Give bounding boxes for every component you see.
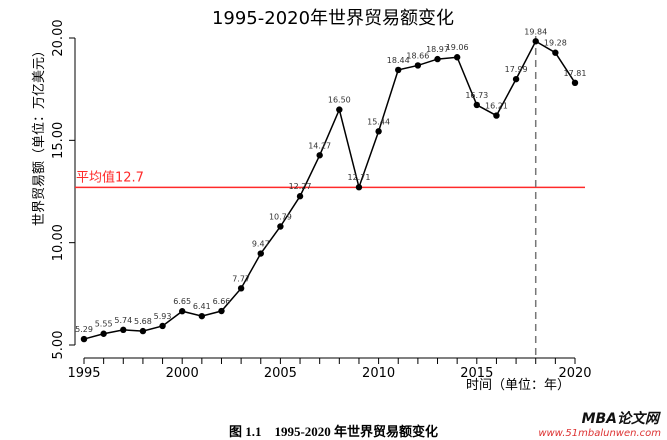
data-point: [414, 62, 422, 69]
data-point: [277, 223, 284, 230]
data-point: [296, 193, 304, 200]
data-label: 16.50: [328, 96, 351, 105]
data-label: 6.41: [193, 302, 211, 311]
data-point: [375, 128, 382, 135]
data-label: 5.74: [114, 316, 132, 325]
x-tick-label: 1995: [67, 366, 100, 381]
data-label: 16.73: [465, 91, 488, 100]
data-point: [512, 75, 520, 83]
data-point: [571, 79, 579, 87]
mean-line-label: 平均值12.7: [76, 169, 144, 185]
x-axis-label: 时间（单位：年）: [466, 378, 570, 393]
data-point: [473, 101, 480, 109]
data-point: [159, 322, 166, 330]
data-label: 12.71: [348, 173, 371, 182]
data-label: 5.55: [95, 320, 113, 329]
data-point: [434, 55, 441, 63]
data-point: [139, 327, 147, 335]
data-label: 15.44: [367, 117, 390, 126]
data-label: 19.06: [446, 43, 469, 52]
data-label: 19.84: [524, 27, 547, 36]
data-label: 10.79: [269, 212, 292, 221]
data-point: [80, 335, 88, 343]
y-tick-label: 5.00: [51, 331, 66, 360]
data-label: 17.99: [505, 65, 528, 74]
data-point: [100, 330, 107, 337]
data-point: [532, 38, 539, 45]
data-point: [493, 112, 500, 119]
data-point: [395, 66, 402, 74]
data-label: 5.93: [154, 312, 172, 321]
data-point: [120, 326, 127, 334]
x-tick-label: 2020: [558, 366, 591, 381]
y-tick-label: 15.00: [51, 122, 66, 159]
data-point: [237, 285, 245, 292]
data-label: 17.81: [564, 69, 587, 78]
watermark-url: www.51mbalunwen.com: [538, 428, 661, 439]
data-label: 6.65: [173, 297, 191, 306]
data-label: 18.66: [406, 51, 429, 60]
data-point: [198, 312, 206, 320]
data-label: 18.97: [426, 45, 449, 54]
data-point: [453, 54, 461, 61]
y-axis-label: 世界贸易额（单位：万亿美元）: [32, 44, 47, 226]
data-label: 14.27: [308, 141, 331, 150]
data-label: 5.68: [134, 317, 152, 326]
data-point: [257, 250, 264, 257]
data-label: 16.21: [485, 102, 508, 111]
x-tick-label: 2015: [460, 366, 493, 381]
figure-caption: 图 1.1 1995-2020 年世界贸易额变化: [228, 424, 439, 439]
data-point: [552, 49, 559, 56]
x-tick-label: 2005: [264, 366, 297, 381]
data-label: 5.29: [75, 325, 93, 334]
data-point: [179, 308, 186, 315]
data-label: 12.27: [289, 182, 312, 191]
y-tick-label: 20.00: [51, 19, 66, 56]
data-label: 6.66: [213, 297, 231, 306]
data-point: [218, 307, 225, 315]
data-point: [316, 152, 323, 159]
data-label: 9.47: [252, 240, 270, 249]
x-tick-label: 2010: [362, 366, 395, 381]
x-tick-label: 2000: [166, 366, 199, 381]
data-label: 18.44: [387, 56, 410, 65]
data-label: 19.28: [544, 39, 567, 48]
series-line: [83, 40, 576, 340]
data-point: [336, 106, 343, 113]
chart-title: 1995-2020年世界贸易额变化: [212, 8, 454, 29]
data-label: 7.77: [232, 274, 250, 283]
data-point: [355, 184, 363, 191]
watermark-logo: MBA论文网: [581, 411, 659, 427]
y-tick-label: 10.00: [51, 224, 66, 261]
